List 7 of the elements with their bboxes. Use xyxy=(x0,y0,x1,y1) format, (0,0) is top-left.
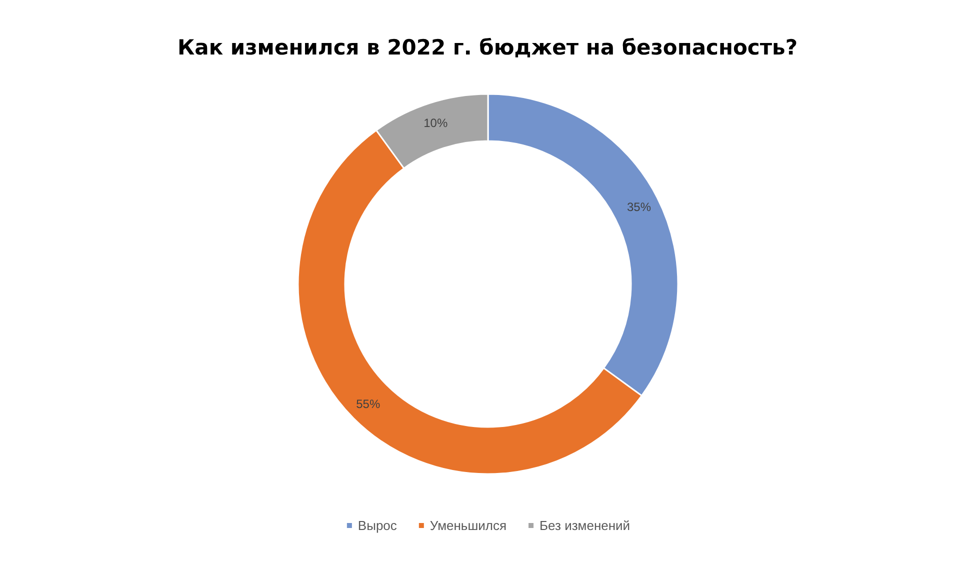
data-label: 55% xyxy=(356,396,380,411)
data-label: 35% xyxy=(627,200,652,214)
data-label: 10% xyxy=(424,116,448,130)
legend-label: Вырос xyxy=(358,518,398,533)
chart-title: Как изменился в 2022 г. бюджет на безопасность? xyxy=(177,36,798,60)
legend-label: Без изменений xyxy=(540,518,630,533)
legend-label: Уменьшился xyxy=(430,518,507,533)
